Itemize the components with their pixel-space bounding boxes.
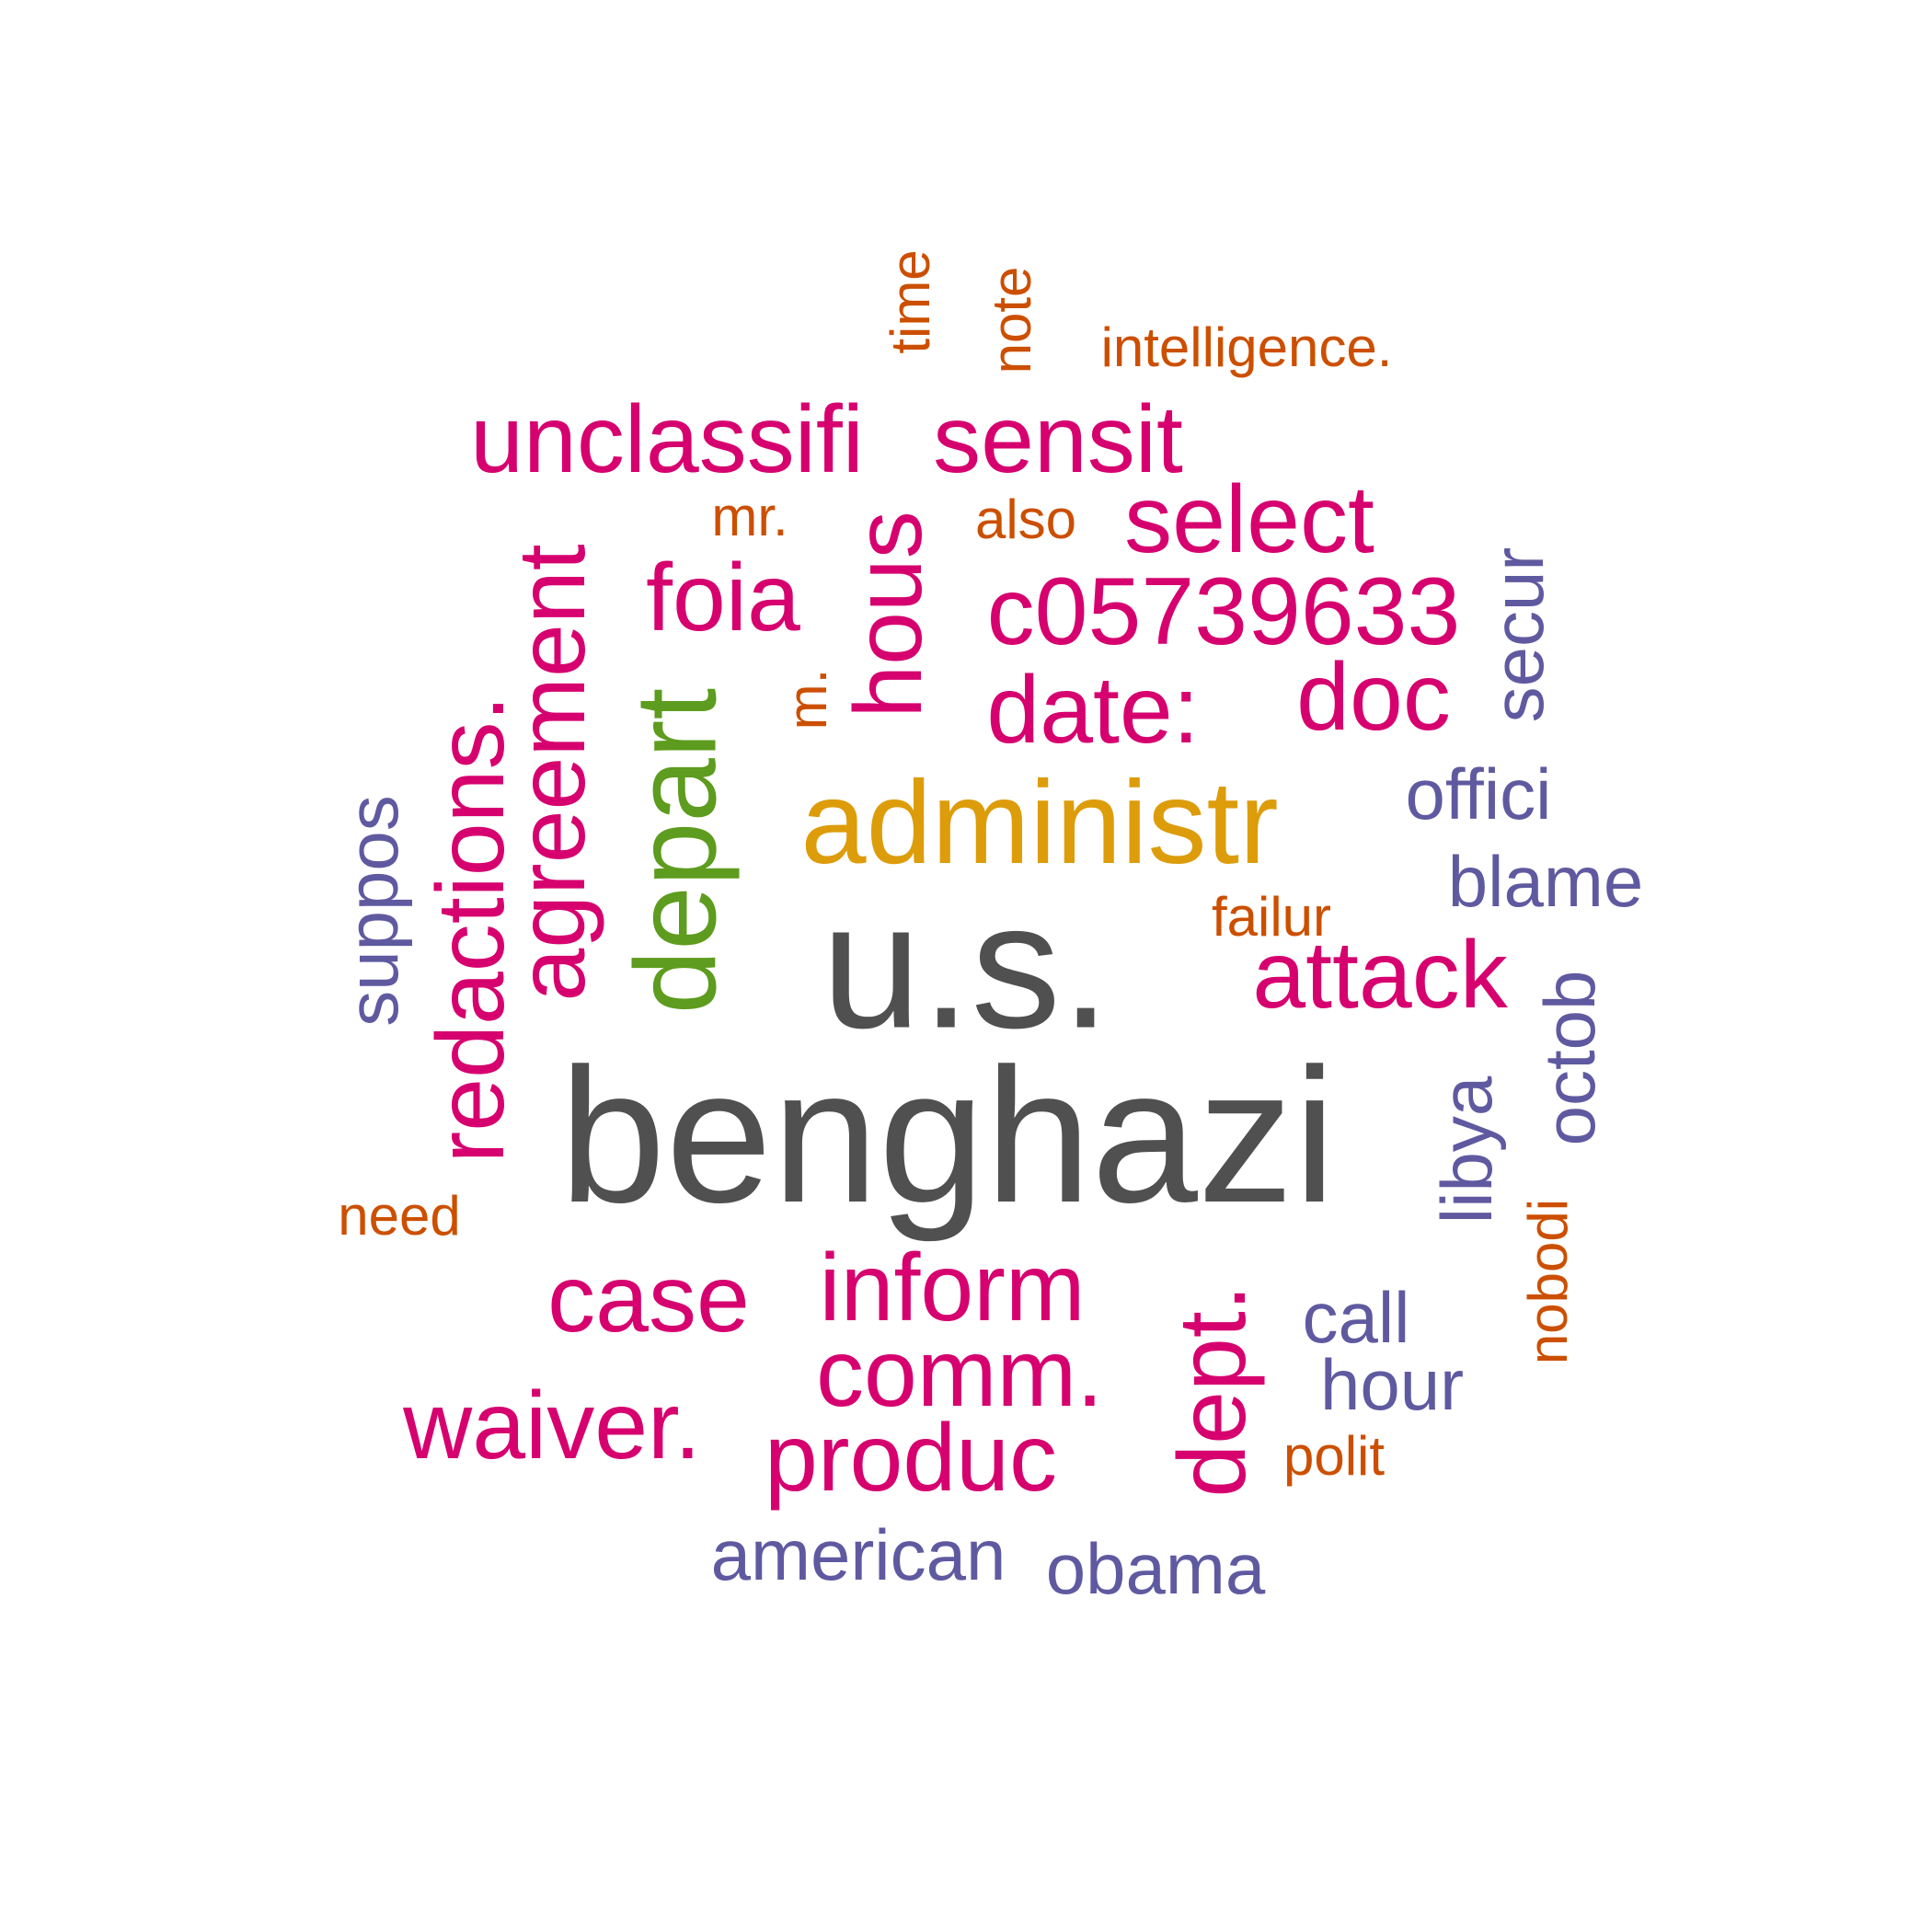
word-secur: secur: [1478, 546, 1558, 723]
word-offici: offici: [1405, 753, 1552, 834]
word-administr: administr: [800, 757, 1279, 889]
word-unclassifi: unclassifi: [470, 386, 864, 493]
word-suppos: suppos: [332, 795, 413, 1027]
word-octob: octob: [1529, 970, 1610, 1146]
word-redactions: redactions.: [418, 695, 524, 1164]
word-nobodi: nobodi: [1517, 1198, 1579, 1365]
word-need: need: [338, 1185, 461, 1247]
word-depart: depart: [612, 687, 741, 1015]
word-polit: polit: [1282, 1425, 1386, 1487]
word-american: american: [710, 1514, 1006, 1595]
word-produc: produc: [765, 1405, 1057, 1512]
word-note: note: [981, 266, 1042, 374]
word-time: time: [880, 249, 941, 354]
word-select: select: [1124, 466, 1374, 573]
word-blame: blame: [1447, 841, 1644, 922]
word-doc: doc: [1296, 644, 1451, 751]
word-attack: attack: [1252, 922, 1508, 1029]
word-call: call: [1302, 1277, 1410, 1358]
word-sensit: sensit: [933, 386, 1183, 493]
word-benghazi: benghazi: [558, 1029, 1337, 1243]
word-us: u.s.: [821, 865, 1111, 1066]
word-libya: libya: [1426, 1075, 1507, 1225]
word-also: also: [974, 489, 1077, 550]
word-foia: foia: [646, 545, 800, 651]
word-hous: hous: [835, 511, 942, 719]
word-mr: mr.: [711, 486, 788, 547]
word-waiver: waiver.: [403, 1373, 701, 1479]
word-comm: comm.: [816, 1320, 1103, 1427]
word-hour: hour: [1319, 1344, 1465, 1425]
word-obama: obama: [1045, 1528, 1266, 1609]
word-case: case: [547, 1246, 750, 1352]
word-failur: failur: [1211, 886, 1332, 948]
word-c05739633: c05739633: [986, 558, 1461, 665]
word-intelligence: intelligence.: [1100, 316, 1393, 378]
word-m: m.: [776, 668, 838, 730]
word-dept: dept.: [1159, 1284, 1266, 1498]
word-date: date:: [986, 657, 1200, 764]
word-inform: inform: [819, 1235, 1086, 1341]
